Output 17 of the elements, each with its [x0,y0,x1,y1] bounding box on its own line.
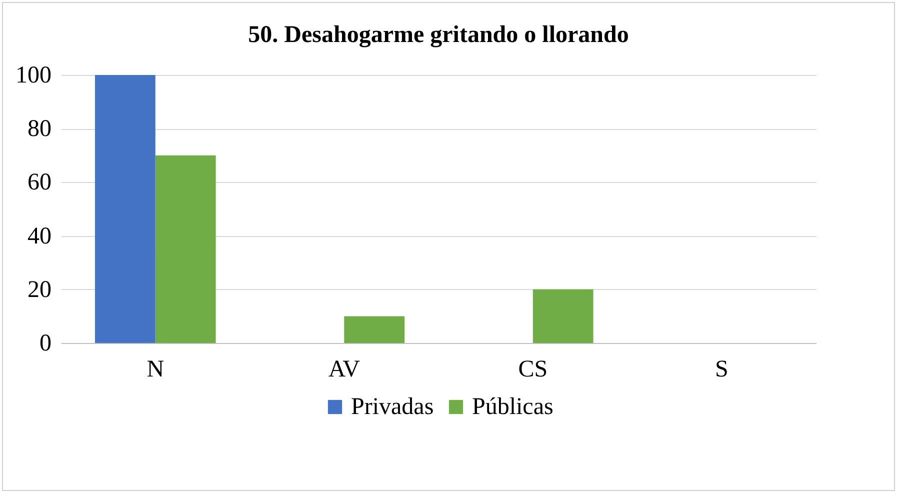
bar [155,155,216,343]
x-tick-label: N [146,356,164,382]
x-tick-label: CS [518,356,548,382]
y-tick-label: 0 [40,330,52,356]
bar [532,289,594,343]
bar [94,75,156,343]
y-tick-label: 80 [28,116,52,142]
x-tick-label: AV [328,356,361,382]
y-tick-label: 20 [28,276,52,303]
y-tick-label: 60 [28,170,52,196]
bar [344,316,405,343]
x-tick-label: S [714,356,728,382]
y-tick-label: 40 [28,223,52,250]
y-tick-label: 100 [16,62,52,88]
legend-label: Públicas [472,394,554,420]
legend-label: Privadas [351,394,434,420]
chart-title: 50. Desahogarme gritando o llorando [248,22,629,48]
